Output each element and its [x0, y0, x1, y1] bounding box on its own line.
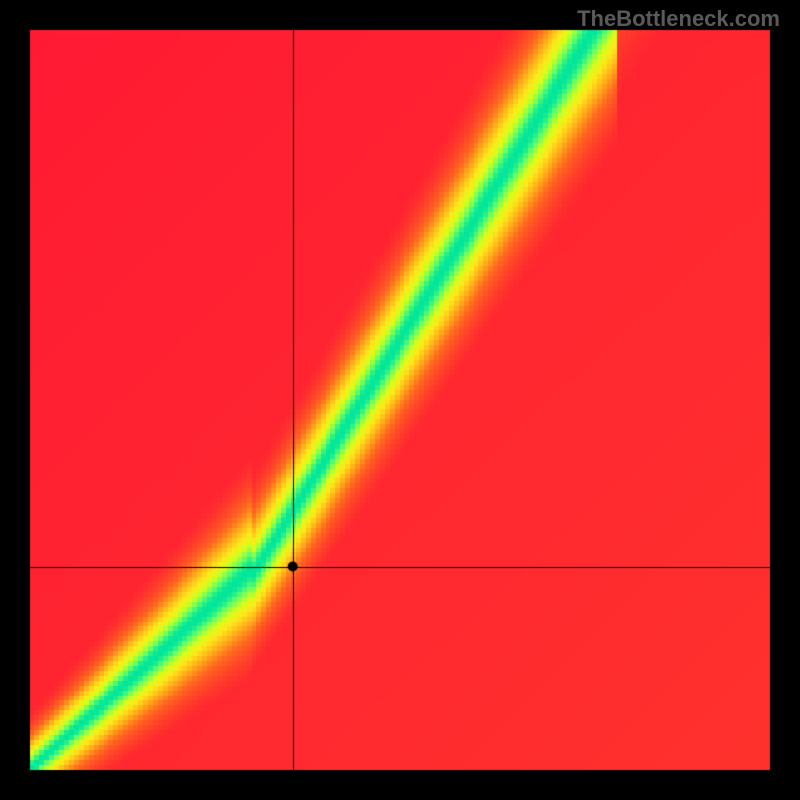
- bottleneck-heatmap-canvas: [0, 0, 800, 800]
- canvas-wrap: [0, 0, 800, 800]
- watermark-text: TheBottleneck.com: [577, 6, 780, 32]
- chart-container: TheBottleneck.com: [0, 0, 800, 800]
